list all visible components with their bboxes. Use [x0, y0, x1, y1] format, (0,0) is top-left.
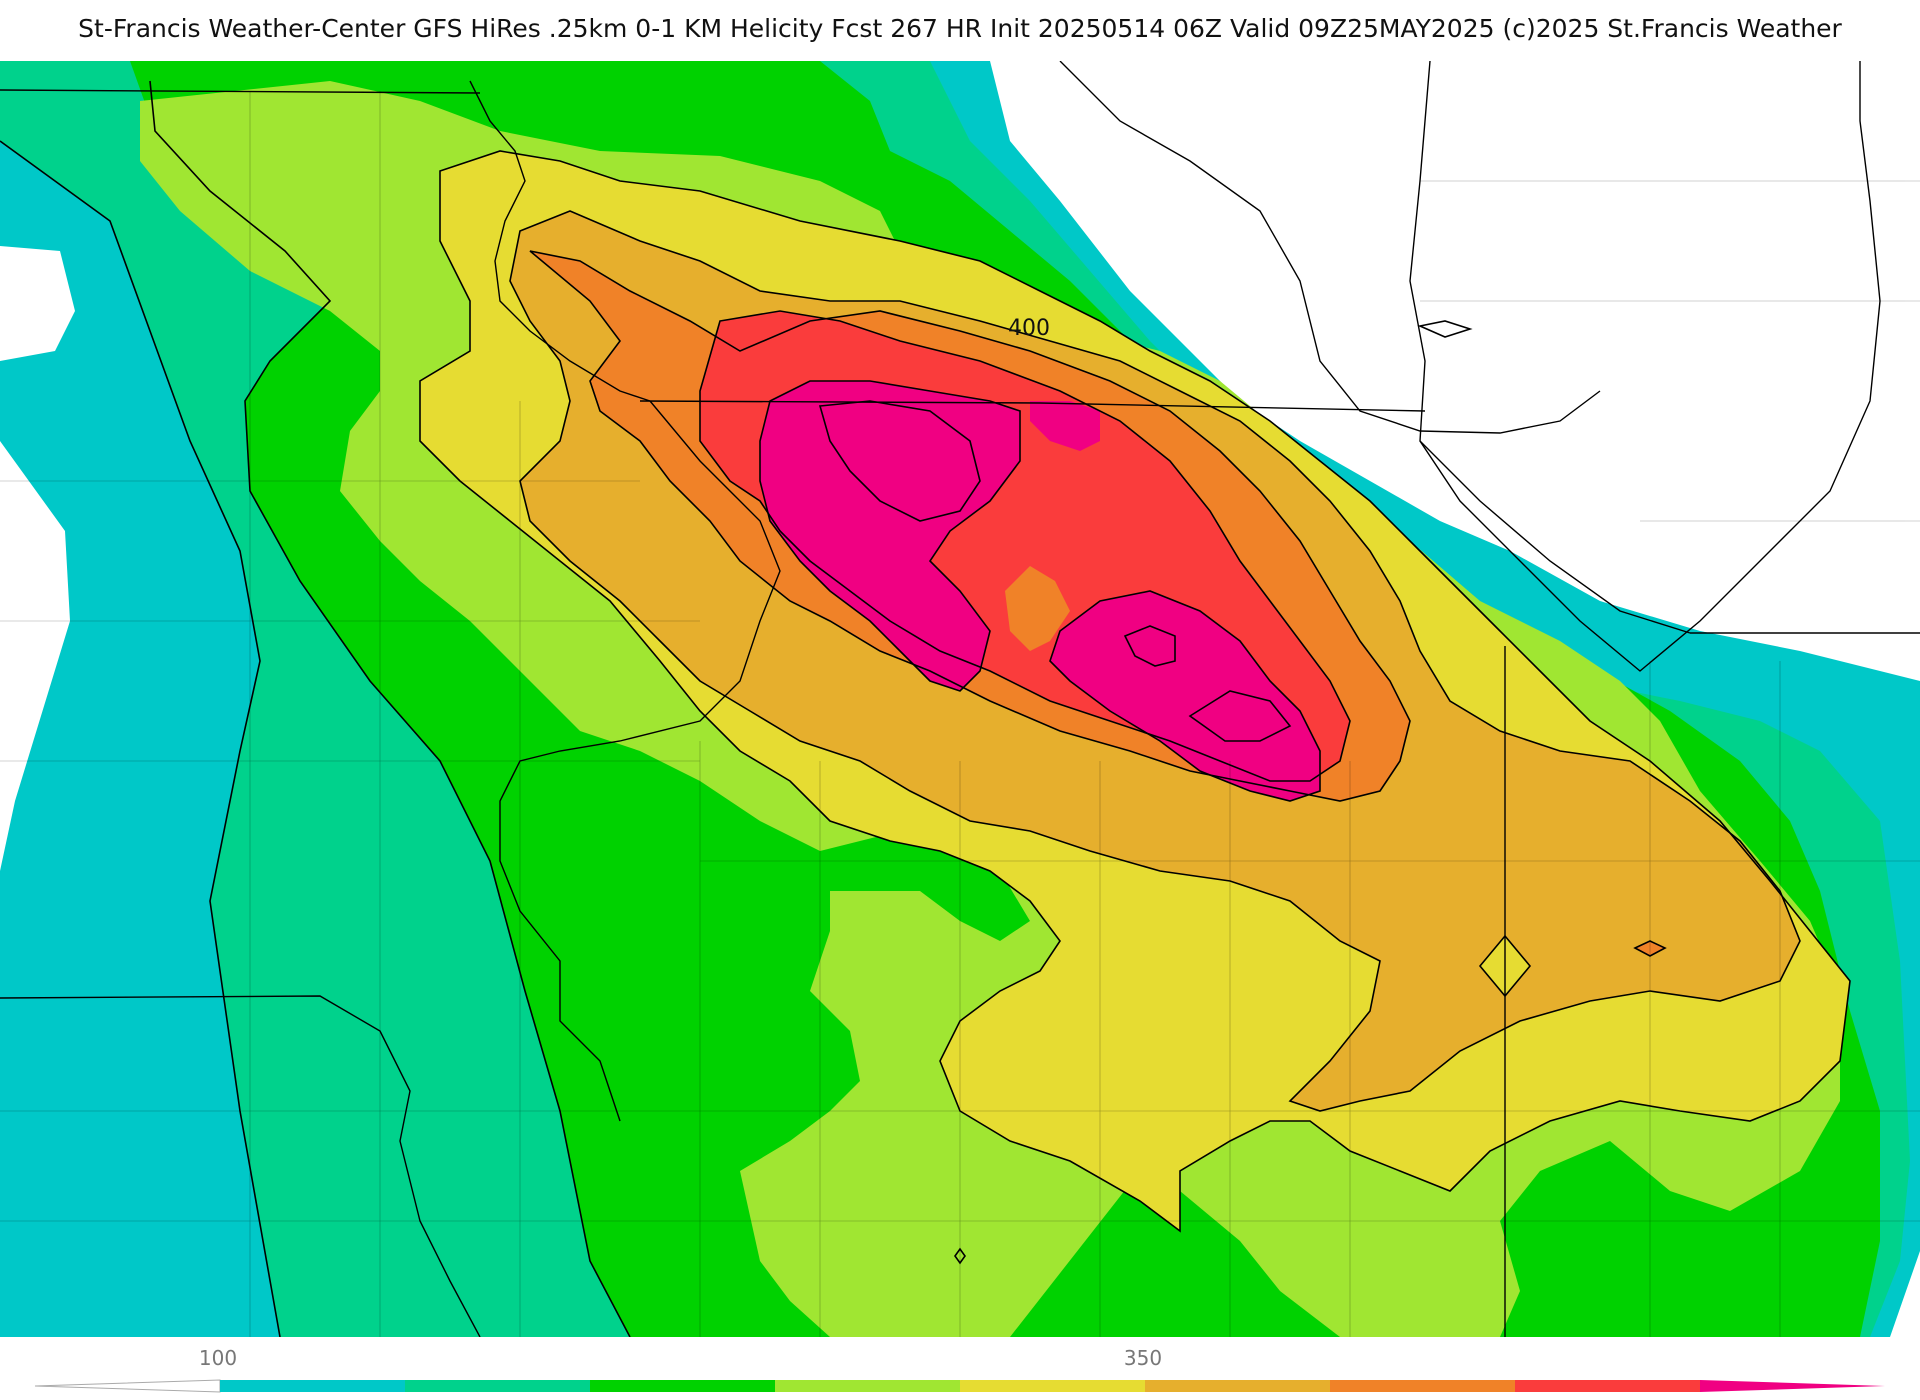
legend-bin-400 — [1330, 1380, 1515, 1392]
legend-tick-350: 350 — [1123, 1346, 1163, 1370]
contour-line-lake-loop — [1417, 320, 1473, 338]
contour-line-500-north — [818, 400, 981, 522]
border-north-diagonal — [1059, 61, 1601, 434]
border-southwest-1 — [0, 995, 481, 1337]
county-grid-v — [249, 91, 1781, 1337]
contour-line-200 — [149, 80, 631, 1337]
contour-fill-hole-400 — [1005, 566, 1070, 651]
contour-label-400: 400 — [1008, 316, 1050, 341]
contour-line-150 — [0, 140, 281, 1337]
legend-under-arrow — [34, 1379, 221, 1393]
contour-line-450-north — [759, 380, 1021, 692]
border-middle — [639, 400, 1426, 412]
color-legend: 100 350 — [0, 1342, 1920, 1400]
contour-line-250 — [419, 150, 1851, 1233]
legend-over-arrow — [1700, 1380, 1885, 1392]
legend-bin-100 — [220, 1380, 405, 1392]
contour-line-500-center — [1123, 625, 1176, 667]
state-borders — [0, 61, 1920, 1337]
helicity-map-svg: 400 — [0, 61, 1920, 1337]
legend-tick-100: 100 — [198, 1346, 238, 1370]
border-northwest-river — [469, 80, 651, 402]
contour-lines — [0, 80, 1851, 1337]
contour-fill-500-north — [760, 381, 1020, 691]
contour-line-300 — [509, 210, 1801, 1112]
legend-bin-150 — [405, 1380, 590, 1392]
contour-line-500-east — [1188, 690, 1292, 742]
legend-bin-300 — [960, 1380, 1145, 1392]
county-grid-h — [0, 180, 1920, 1222]
helicity-map: 400 — [0, 61, 1920, 1337]
county-lines — [0, 91, 1920, 1337]
contour-fill-500-knob — [1030, 401, 1100, 451]
contour-line-400 — [699, 310, 1351, 782]
contour-line-450-east — [1049, 590, 1321, 802]
legend-bin-350 — [1145, 1380, 1330, 1392]
legend-bin-450 — [1515, 1380, 1700, 1392]
map-title: St-Francis Weather-Center GFS HiRes .25k… — [78, 14, 1842, 43]
border-west-central — [499, 400, 781, 1122]
contour-line-350 — [529, 250, 1411, 802]
contour-line-cell-south — [1478, 934, 1532, 998]
border-diagonal-se — [1419, 440, 1691, 634]
contour-line-cell-east — [1633, 940, 1667, 957]
legend-bin-250 — [775, 1380, 960, 1392]
legend-colorbar — [34, 1379, 1885, 1393]
border-north-1 — [0, 89, 481, 94]
contour-fill-500-east — [1050, 591, 1320, 801]
legend-bin-200 — [590, 1380, 775, 1392]
lake-shore — [1409, 61, 1881, 672]
contour-line-cell-tiny — [954, 1247, 966, 1265]
